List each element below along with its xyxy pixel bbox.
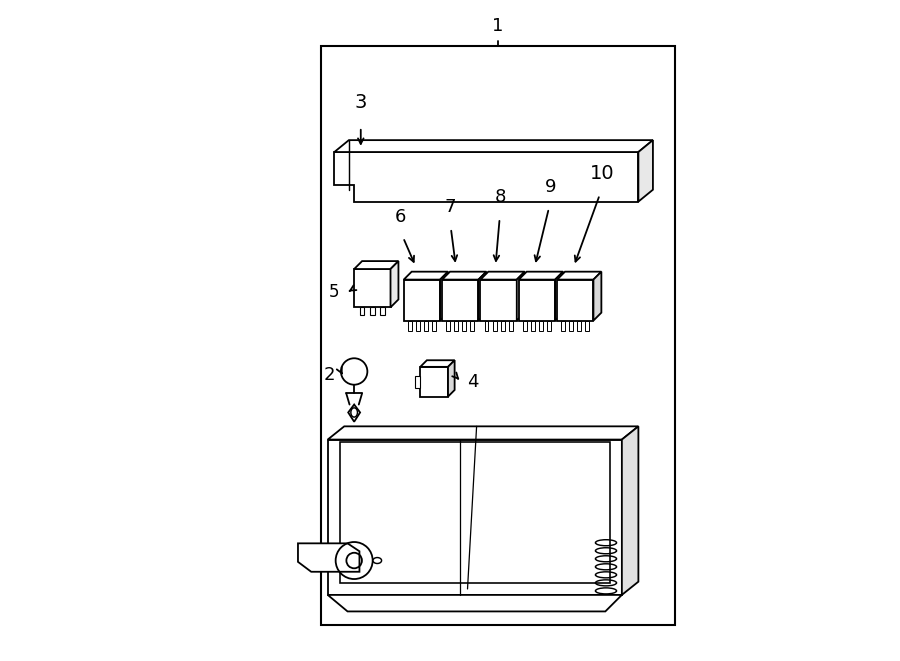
Bar [416, 321, 420, 330]
Polygon shape [622, 426, 638, 595]
Polygon shape [420, 360, 454, 367]
Polygon shape [328, 595, 622, 611]
Bar [492, 321, 497, 330]
Text: 8: 8 [494, 188, 506, 206]
Bar [454, 321, 458, 330]
Bar [484, 321, 489, 330]
Bar [415, 375, 420, 387]
Text: 7: 7 [445, 198, 455, 216]
Ellipse shape [351, 408, 357, 417]
Polygon shape [440, 272, 448, 321]
Bar [360, 307, 364, 315]
Text: 9: 9 [544, 178, 556, 196]
Bar [508, 321, 513, 330]
Bar [585, 321, 590, 330]
Bar [442, 280, 479, 321]
Bar [577, 321, 581, 330]
Bar [562, 321, 565, 330]
Polygon shape [557, 272, 601, 280]
Polygon shape [517, 272, 525, 321]
Polygon shape [404, 272, 448, 280]
Bar [408, 321, 412, 330]
Polygon shape [593, 272, 601, 321]
Bar [463, 321, 466, 330]
Polygon shape [348, 405, 360, 422]
Polygon shape [298, 543, 359, 572]
Text: 2: 2 [324, 366, 336, 385]
Polygon shape [334, 140, 652, 152]
Polygon shape [448, 360, 454, 397]
Bar [339, 442, 610, 583]
Bar [420, 367, 448, 397]
Polygon shape [334, 152, 638, 202]
Bar [547, 321, 551, 330]
Polygon shape [638, 140, 652, 202]
Polygon shape [555, 272, 563, 321]
Bar [471, 321, 474, 330]
Bar [557, 280, 593, 321]
Bar [432, 321, 436, 330]
Text: 6: 6 [395, 208, 406, 226]
Polygon shape [479, 272, 486, 321]
Polygon shape [328, 426, 638, 440]
Text: 5: 5 [329, 283, 339, 301]
Text: 4: 4 [467, 373, 479, 391]
Bar [500, 321, 505, 330]
Bar [539, 321, 543, 330]
Bar [328, 440, 622, 595]
Bar [569, 321, 573, 330]
Bar [424, 321, 428, 330]
Polygon shape [518, 272, 563, 280]
Bar [518, 280, 555, 321]
Polygon shape [355, 261, 399, 269]
Text: 1: 1 [492, 17, 503, 36]
Ellipse shape [373, 558, 382, 563]
Bar [321, 46, 675, 625]
Polygon shape [391, 261, 399, 307]
Bar [523, 321, 526, 330]
Text: 10: 10 [590, 165, 615, 183]
Bar [481, 280, 517, 321]
Polygon shape [442, 272, 486, 280]
Bar [381, 307, 385, 315]
Bar [355, 269, 391, 307]
Bar [404, 280, 440, 321]
Bar [370, 307, 374, 315]
Text: 3: 3 [355, 93, 367, 112]
Bar [446, 321, 450, 330]
Polygon shape [481, 272, 525, 280]
Bar [531, 321, 535, 330]
